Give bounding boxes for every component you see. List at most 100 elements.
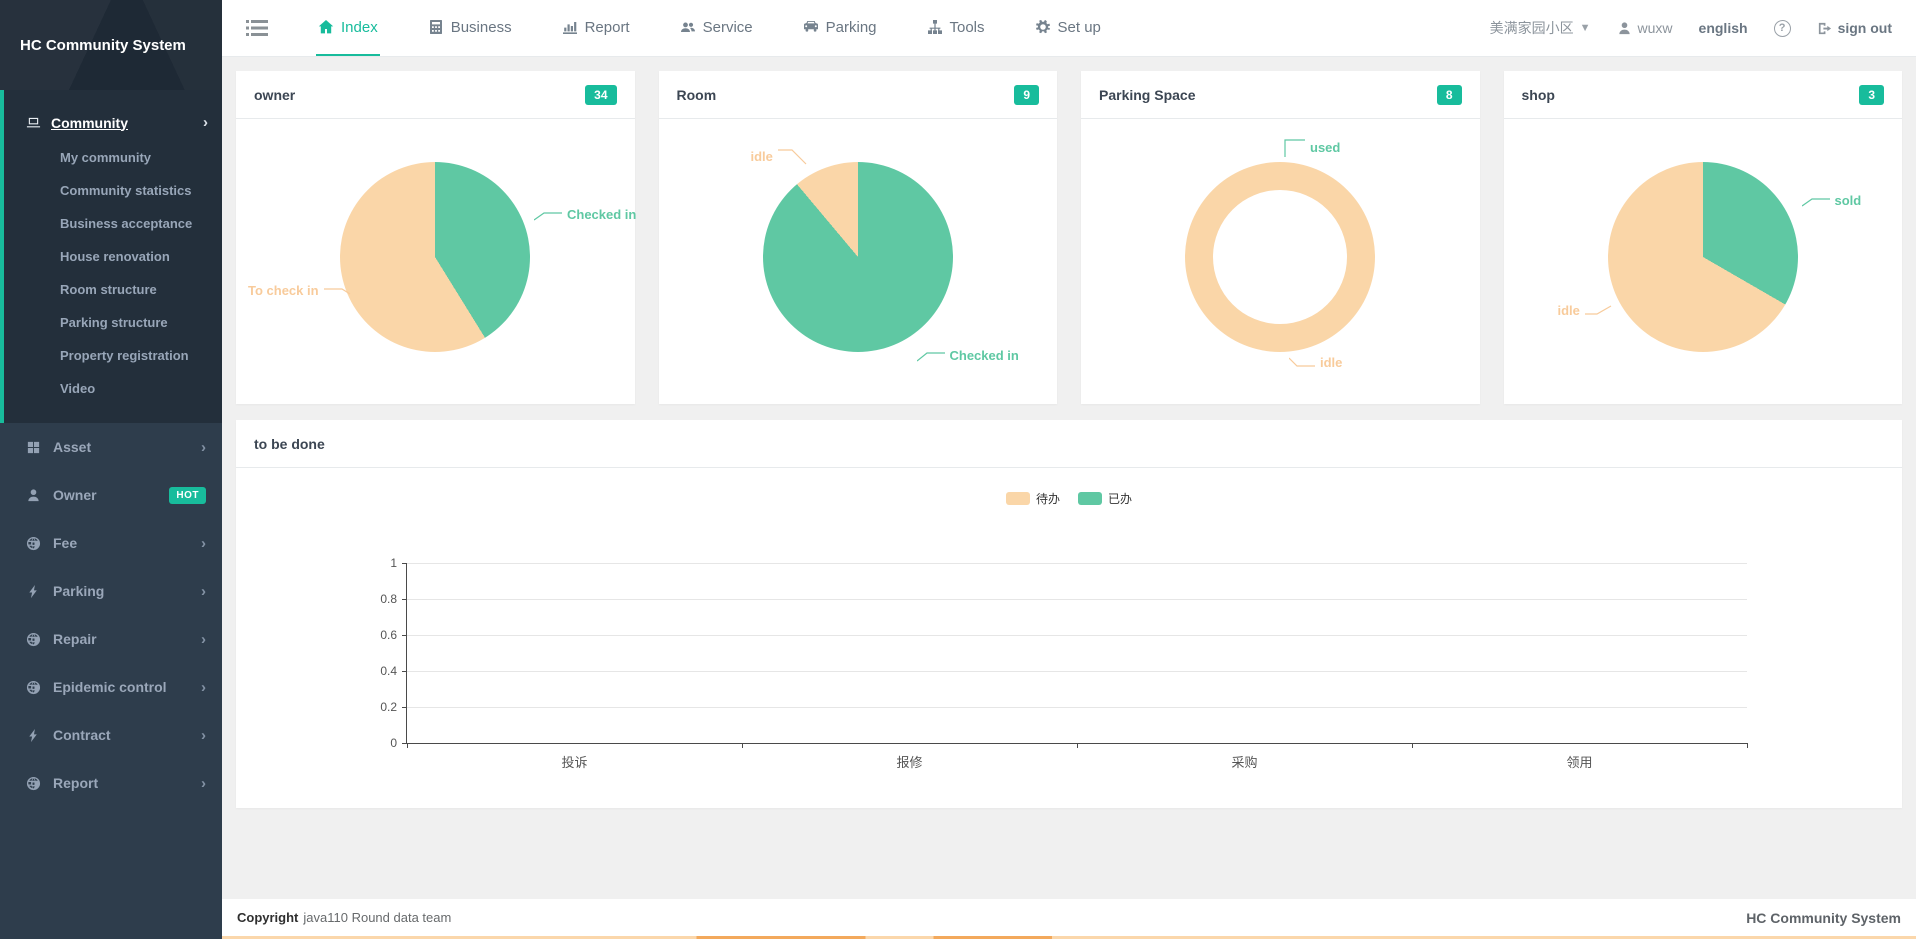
gear-icon [1035, 19, 1051, 35]
card-header: Room 9 [658, 71, 1057, 119]
gridline [407, 671, 1747, 672]
todo-bar-chart: 待办 已办 0 0.2 0.4 0.6 0.8 1 投诉 报修 采购 领用 [236, 468, 1902, 808]
pie-chart[interactable] [340, 162, 531, 352]
sidebar-item-label: Asset [53, 439, 92, 455]
pie-label-idle: idle [1558, 303, 1613, 318]
language-switch[interactable]: english [1698, 20, 1748, 36]
sidebar-item-asset[interactable]: Asset › [0, 423, 222, 471]
globe-icon [26, 536, 41, 551]
menu-toggle-icon[interactable] [246, 19, 268, 37]
x-axis-category-label: 投诉 [561, 755, 588, 770]
legend-swatch [1078, 492, 1102, 505]
todo-card: to be done 待办 已办 0 0.2 0.4 0.6 0.8 1 投诉 报修 采购 领用 [236, 420, 1902, 808]
tab-set-up[interactable]: Set up [1033, 0, 1103, 56]
leader-line [916, 352, 945, 362]
copyright-text: java110 Round data team [303, 910, 452, 925]
grid-icon [26, 440, 41, 455]
chevron-right-icon: › [201, 534, 206, 552]
card-title: Room [676, 86, 717, 103]
sidebar-item-repair[interactable]: Repair › [0, 615, 222, 663]
y-axis-tick [402, 743, 407, 744]
room-card: Room 9 idle Checked in [658, 71, 1057, 404]
sidebar-item-community[interactable]: Community › [4, 104, 222, 141]
leader-line [534, 211, 562, 220]
card-header: owner 34 [236, 71, 635, 119]
stat-cards-row: owner 34 Checked in To check in [236, 71, 1902, 404]
sidebar-item-fee[interactable]: Fee › [0, 519, 222, 567]
sidebar-item-contract[interactable]: Contract › [0, 711, 222, 759]
y-axis-label: 0 [390, 736, 397, 750]
user-icon [26, 488, 41, 503]
app-title: HC Community System [20, 36, 186, 54]
sign-out-label: sign out [1837, 20, 1892, 36]
y-axis-tick [402, 635, 407, 636]
car-icon [803, 19, 819, 35]
owner-pie-chart: Checked in To check in [236, 119, 636, 404]
card-title: to be done [254, 435, 325, 452]
card-title: owner [254, 86, 296, 103]
tab-index[interactable]: Index [316, 0, 380, 56]
parking-space-card: Parking Space 8 used idle [1081, 71, 1480, 404]
tab-service[interactable]: Service [678, 0, 755, 56]
sidebar-item-parking[interactable]: Parking › [0, 567, 222, 615]
legend-swatch [1005, 492, 1030, 505]
pie-label-idle: idle [1289, 355, 1342, 370]
sidebar-subitem-house-renovation[interactable]: House renovation [60, 249, 170, 264]
current-user[interactable]: wuxw [1617, 20, 1673, 36]
shop-pie-chart: sold idle [1504, 119, 1903, 404]
x-axis-category-label: 领用 [1566, 755, 1593, 770]
sidebar-item-label: Contract [53, 727, 111, 743]
leader-line [1289, 357, 1315, 367]
users-icon [680, 19, 696, 35]
community-selector[interactable]: 美满家园小区 ▼ [1490, 18, 1591, 38]
chevron-right-icon: › [201, 438, 206, 456]
pie-chart[interactable] [1607, 162, 1798, 352]
sidebar-subitem-parking-structure[interactable]: Parking structure [60, 315, 168, 330]
x-axis-tick [1077, 743, 1078, 748]
sidebar: HC Community System Community › My commu… [0, 0, 222, 939]
y-axis-tick [402, 563, 407, 564]
x-axis-tick [742, 743, 743, 748]
tab-report[interactable]: Report [560, 0, 632, 56]
sidebar-subitem-video[interactable]: Video [60, 381, 96, 396]
dashboard-content: owner 34 Checked in To check in [222, 57, 1916, 899]
sidebar-item-epidemic-control[interactable]: Epidemic control › [0, 663, 222, 711]
sidebar-subitem-my-community[interactable]: My community [60, 150, 152, 165]
legend-item-done[interactable]: 已办 [1078, 490, 1132, 507]
sign-out-button[interactable]: sign out [1817, 20, 1892, 36]
owner-card: owner 34 Checked in To check in [236, 71, 636, 404]
tab-tools[interactable]: Tools [925, 0, 987, 56]
y-axis-label: 0.2 [380, 700, 397, 714]
tab-business[interactable]: Business [426, 0, 514, 56]
sidebar-subitem-community-statistics[interactable]: Community statistics [60, 183, 192, 198]
donut-chart[interactable] [1185, 162, 1376, 352]
count-badge: 3 [1859, 84, 1884, 105]
help-button[interactable]: ? [1773, 19, 1791, 37]
x-axis-category-label: 采购 [1231, 755, 1258, 770]
sidebar-item-label: Community [51, 114, 128, 131]
sidebar-item-report[interactable]: Report › [0, 759, 222, 807]
copyright-label: Copyright [237, 910, 299, 925]
count-badge: 9 [1014, 84, 1039, 105]
sidebar-item-label: Epidemic control [53, 679, 167, 695]
sidebar-subitem-room-structure[interactable]: Room structure [60, 282, 157, 297]
legend-label: 待办 [1035, 492, 1060, 506]
sidebar-subitem-property-registration[interactable]: Property registration [60, 348, 189, 363]
chevron-right-icon: › [201, 630, 206, 648]
tab-parking[interactable]: Parking [801, 0, 879, 56]
chart-legend: 待办 已办 [236, 490, 1902, 507]
y-axis-tick [402, 599, 407, 600]
sidebar-item-owner[interactable]: Owner HOT [0, 471, 222, 519]
pie-chart[interactable] [762, 162, 953, 352]
sidebar-subitem-business-acceptance[interactable]: Business acceptance [60, 216, 193, 231]
bar-chart-icon [562, 19, 578, 35]
chevron-right-icon: › [201, 582, 206, 600]
pie-label-idle: idle [751, 145, 808, 167]
chevron-right-icon: › [201, 726, 206, 744]
footer: Copyright java110 Round data team HC Com… [222, 899, 1916, 936]
globe-icon [26, 632, 41, 647]
pie-label-sold: sold [1801, 193, 1861, 208]
card-title: shop [1521, 86, 1555, 103]
legend-item-pending[interactable]: 待办 [1005, 490, 1060, 507]
